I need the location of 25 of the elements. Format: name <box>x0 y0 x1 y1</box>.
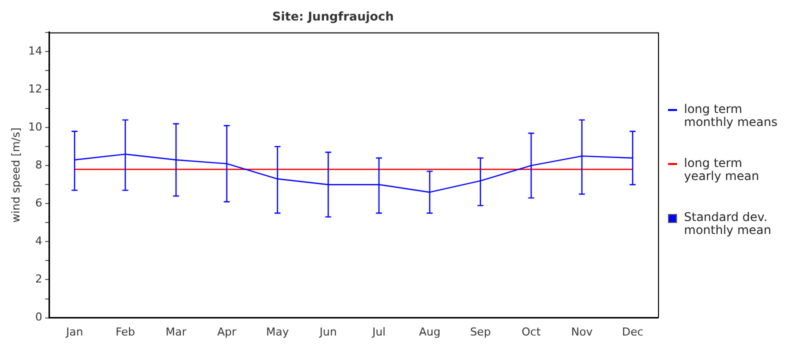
y-tick-label: 0 <box>35 310 42 324</box>
x-tick-label: Mar <box>166 325 187 338</box>
x-tick-label: Dec <box>622 325 644 338</box>
y-tick-label: 10 <box>28 120 42 134</box>
y-tick-label: 2 <box>35 272 42 286</box>
x-tick-label: Nov <box>571 325 594 338</box>
x-tick-label: Apr <box>217 325 237 338</box>
y-tick-label: 12 <box>28 82 42 96</box>
x-tick-label: Aug <box>418 325 440 338</box>
x-tick-label: May <box>266 325 290 338</box>
legend-label: long term monthly means <box>684 102 778 129</box>
x-tick-label: Sep <box>470 325 491 338</box>
legend-label: long term yearly mean <box>684 156 760 183</box>
y-axis-title: wind speed [m/s] <box>9 128 22 223</box>
y-tick-label: 14 <box>28 44 42 58</box>
x-tick-label: Jun <box>318 325 337 338</box>
y-tick-label: 4 <box>35 234 42 248</box>
x-tick-label: Oct <box>522 325 542 338</box>
text: Standard dev. monthly mean <box>684 210 772 237</box>
chart-title: Site: Jungfraujoch <box>272 9 394 24</box>
x-tick-label: Feb <box>116 325 136 338</box>
x-tick-label: Jul <box>371 325 386 338</box>
y-tick-label: 6 <box>35 196 42 210</box>
x-tick-label: Jan <box>65 325 84 338</box>
y-tick-label: 8 <box>35 158 42 172</box>
